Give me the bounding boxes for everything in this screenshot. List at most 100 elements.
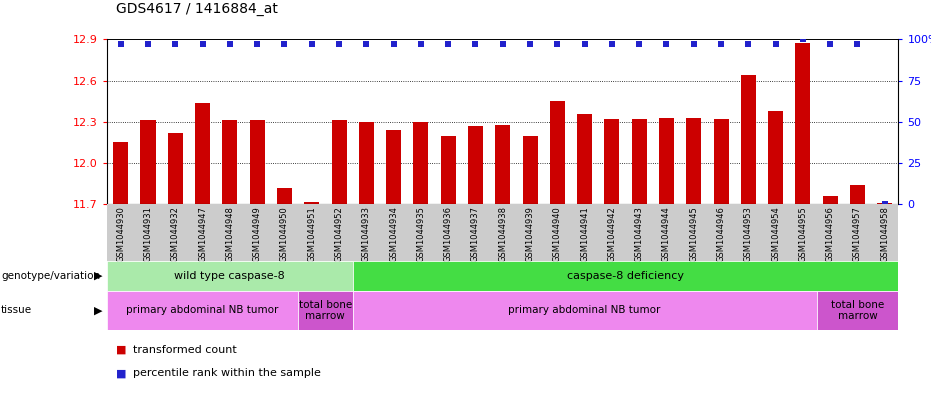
Bar: [114, 142, 128, 204]
Text: GSM1044954: GSM1044954: [771, 206, 780, 262]
Bar: [713, 119, 729, 204]
Bar: [495, 125, 510, 204]
Text: GSM1044957: GSM1044957: [853, 206, 862, 262]
Text: transformed count: transformed count: [133, 345, 236, 355]
Text: GSM1044951: GSM1044951: [307, 206, 317, 262]
Text: percentile rank within the sample: percentile rank within the sample: [133, 368, 321, 378]
Bar: [686, 118, 701, 204]
Bar: [386, 130, 401, 204]
Bar: [168, 133, 182, 204]
Bar: [631, 119, 647, 204]
Text: GSM1044952: GSM1044952: [334, 206, 344, 262]
Bar: [816, 291, 898, 330]
Bar: [468, 126, 483, 204]
Bar: [604, 119, 619, 204]
Bar: [250, 120, 264, 204]
Text: GSM1044953: GSM1044953: [744, 206, 753, 262]
Bar: [850, 185, 865, 204]
Point: [877, 201, 892, 208]
Bar: [277, 188, 292, 204]
Point: [358, 41, 373, 48]
Point: [850, 41, 865, 48]
Text: GSM1044933: GSM1044933: [362, 206, 371, 262]
Text: GSM1044956: GSM1044956: [826, 206, 835, 262]
Text: GSM1044950: GSM1044950: [280, 206, 289, 262]
Text: GSM1044943: GSM1044943: [635, 206, 643, 262]
Bar: [353, 291, 816, 330]
Bar: [353, 261, 898, 291]
Bar: [107, 291, 298, 330]
Text: total bone
marrow: total bone marrow: [830, 300, 884, 321]
Text: tissue: tissue: [1, 305, 32, 316]
Text: GSM1044935: GSM1044935: [416, 206, 425, 262]
Point: [577, 41, 592, 48]
Point: [686, 41, 701, 48]
Bar: [298, 291, 353, 330]
Text: GSM1044937: GSM1044937: [471, 206, 480, 262]
Text: primary abdominal NB tumor: primary abdominal NB tumor: [508, 305, 661, 316]
Point: [741, 41, 756, 48]
Point: [168, 41, 182, 48]
Bar: [141, 120, 155, 204]
Bar: [358, 122, 374, 204]
Text: GSM1044958: GSM1044958: [881, 206, 889, 262]
Text: GSM1044930: GSM1044930: [116, 206, 125, 262]
Point: [141, 41, 155, 48]
Point: [768, 41, 783, 48]
Point: [114, 41, 128, 48]
Point: [713, 41, 728, 48]
Text: GSM1044941: GSM1044941: [580, 206, 589, 262]
Text: total bone
marrow: total bone marrow: [299, 300, 352, 321]
Point: [632, 41, 647, 48]
Text: ▶: ▶: [94, 305, 102, 316]
Point: [223, 41, 237, 48]
Text: GSM1044947: GSM1044947: [198, 206, 207, 262]
Text: GSM1044940: GSM1044940: [553, 206, 561, 262]
Text: GSM1044938: GSM1044938: [498, 206, 507, 262]
Point: [277, 41, 292, 48]
Text: GSM1044949: GSM1044949: [252, 206, 262, 262]
Point: [604, 41, 619, 48]
Text: GSM1044946: GSM1044946: [717, 206, 725, 262]
Text: wild type caspase-8: wild type caspase-8: [174, 271, 285, 281]
Text: ▶: ▶: [94, 271, 102, 281]
Text: GSM1044945: GSM1044945: [689, 206, 698, 262]
Point: [331, 41, 346, 48]
Point: [659, 41, 674, 48]
Point: [468, 41, 483, 48]
Bar: [304, 202, 319, 204]
Bar: [550, 101, 565, 204]
Bar: [331, 120, 346, 204]
Bar: [413, 122, 428, 204]
Text: genotype/variation: genotype/variation: [1, 271, 100, 281]
Point: [440, 41, 455, 48]
Bar: [768, 111, 783, 204]
Point: [495, 41, 510, 48]
Text: GSM1044931: GSM1044931: [143, 206, 153, 262]
Text: GSM1044948: GSM1044948: [225, 206, 235, 262]
Bar: [741, 75, 756, 204]
Bar: [577, 114, 592, 204]
Point: [550, 41, 565, 48]
Point: [196, 41, 210, 48]
Point: [250, 41, 264, 48]
Bar: [196, 103, 210, 204]
Text: ■: ■: [116, 345, 127, 355]
Point: [413, 41, 428, 48]
Text: GSM1044944: GSM1044944: [662, 206, 671, 262]
Bar: [107, 261, 353, 291]
Text: ■: ■: [116, 368, 127, 378]
Point: [304, 41, 319, 48]
Bar: [522, 136, 537, 204]
Text: GSM1044939: GSM1044939: [525, 206, 534, 262]
Text: GDS4617 / 1416884_at: GDS4617 / 1416884_at: [116, 2, 278, 16]
Bar: [823, 196, 838, 204]
Bar: [223, 120, 237, 204]
Text: GSM1044955: GSM1044955: [799, 206, 807, 262]
Point: [795, 36, 810, 42]
Text: caspase-8 deficiency: caspase-8 deficiency: [567, 271, 684, 281]
Point: [386, 41, 401, 48]
Bar: [440, 136, 455, 204]
Bar: [877, 203, 892, 204]
Bar: [659, 118, 674, 204]
